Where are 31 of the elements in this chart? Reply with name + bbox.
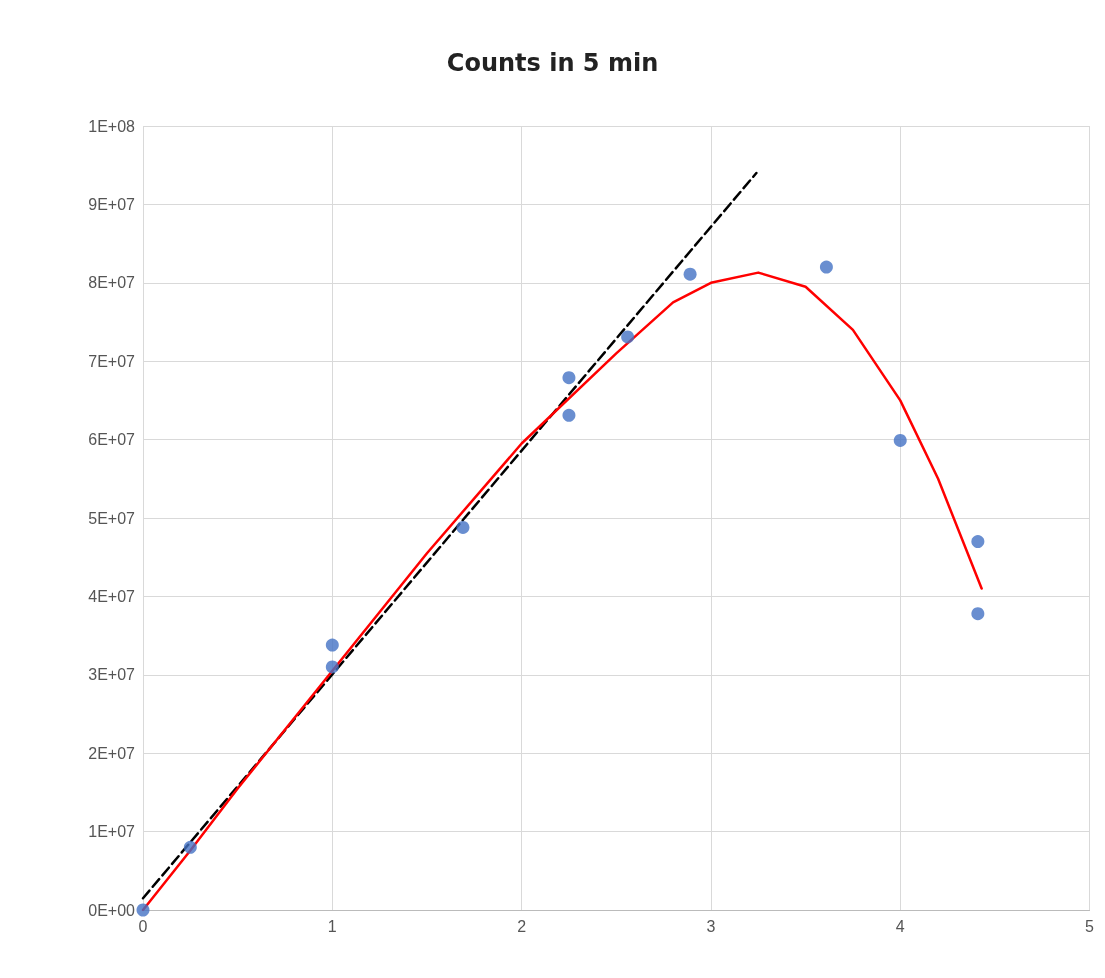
y-tick-label: 4E+07: [88, 587, 136, 605]
x-tick-label: 3: [706, 917, 716, 935]
x-tick-label: 5: [1085, 917, 1095, 935]
y-tick-label: 3E+07: [88, 666, 136, 684]
point: [683, 267, 697, 281]
y-tick-label: 5E+07: [88, 509, 136, 527]
x-tick-label: 0: [138, 917, 148, 935]
point: [971, 607, 985, 621]
point: [971, 535, 985, 549]
point: [183, 840, 197, 854]
point: [325, 638, 339, 652]
y-tick-label: 9E+07: [88, 195, 136, 213]
x-tick-label: 1: [327, 917, 337, 935]
point: [136, 903, 150, 917]
y-tick-label: 7E+07: [88, 352, 136, 370]
point: [562, 408, 576, 422]
y-tick-label: 2E+07: [88, 744, 136, 762]
point: [562, 371, 576, 385]
x-tick-label: 4: [895, 917, 905, 935]
y-tick-label: 8E+07: [88, 274, 136, 292]
y-tick-label: 1E+07: [88, 823, 136, 841]
point: [456, 520, 470, 534]
point: [893, 433, 907, 447]
point: [819, 260, 833, 274]
y-tick-label: 0E+00: [88, 901, 136, 919]
point: [325, 660, 339, 674]
x-tick-label: 2: [517, 917, 527, 935]
y-tick-label: 1E+08: [88, 117, 136, 135]
y-tick-label: 6E+07: [88, 431, 136, 449]
chart-title: Counts in 5 min: [446, 49, 659, 77]
point: [621, 330, 635, 344]
